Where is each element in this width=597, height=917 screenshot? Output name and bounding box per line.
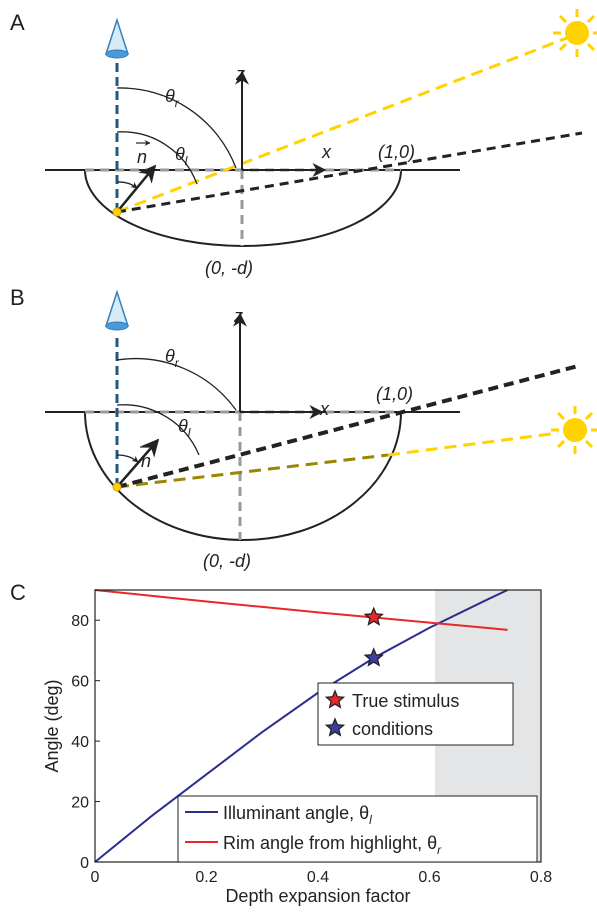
- panel-label: A: [10, 10, 25, 35]
- axis-label: z: [235, 64, 245, 84]
- axis-label: x: [321, 142, 332, 162]
- point-label: (0, -d): [203, 551, 251, 571]
- angle-label: θl: [178, 416, 191, 440]
- angle-subscript: l: [188, 426, 191, 440]
- y-tick-label: 60: [71, 674, 89, 691]
- angle-symbol: θ: [165, 86, 175, 106]
- legend-name: Rim angle from highlight, θ: [223, 833, 437, 853]
- x-axis-label: Depth expansion factor: [225, 886, 410, 906]
- angle-label: θl: [175, 144, 188, 168]
- point-label: (0, -d): [205, 258, 253, 278]
- y-tick-label: 0: [80, 855, 89, 872]
- angle-label: θr: [165, 86, 180, 110]
- legend-subscript: l: [369, 813, 372, 827]
- axis-label: x: [319, 399, 330, 419]
- panel-b: B z x θr θl n (1,0) (0, -d): [10, 285, 597, 571]
- y-tick-label: 80: [71, 613, 89, 630]
- panel-label: C: [10, 580, 26, 605]
- x-tick-label: 0: [91, 869, 100, 886]
- angle-subscript: r: [175, 356, 180, 370]
- angle-subscript: l: [185, 154, 188, 168]
- normal-label: n: [137, 147, 147, 167]
- x-tick-label: 0.8: [530, 869, 552, 886]
- legend-label: conditions: [352, 719, 433, 739]
- x-tick-label: 0.2: [195, 869, 217, 886]
- point-label: (1,0): [378, 142, 415, 162]
- panel-a: A z x θr θl n (1,0) (0, -d): [10, 9, 597, 278]
- angle-label: θr: [165, 346, 180, 370]
- figure: A z x θr θl n (1,0) (0, -d) B: [0, 0, 597, 917]
- legend-label: True stimulus: [352, 691, 459, 711]
- y-tick-label: 40: [71, 734, 89, 751]
- marker: [365, 608, 382, 624]
- x-tick-label: 0.6: [418, 869, 440, 886]
- legend-name: Illuminant angle, θ: [223, 803, 369, 823]
- x-tick-label: 0.4: [307, 869, 329, 886]
- axis-label: z: [233, 306, 243, 326]
- y-tick-label: 20: [71, 795, 89, 812]
- normal-label: n: [141, 451, 151, 471]
- angle-symbol: θ: [175, 144, 185, 164]
- y-axis-label: Angle (deg): [42, 679, 62, 772]
- angle-symbol: θ: [165, 346, 175, 366]
- point-label: (1,0): [376, 384, 413, 404]
- page: {"panels": [ {"label": "A", "axis_z": "z…: [0, 0, 597, 917]
- chart: C 0 0.2 0.4 0.6 0.8 0 20 40 60 80 Depth expansion …: [10, 580, 552, 906]
- panel-label: B: [10, 285, 25, 310]
- angle-symbol: θ: [178, 416, 188, 436]
